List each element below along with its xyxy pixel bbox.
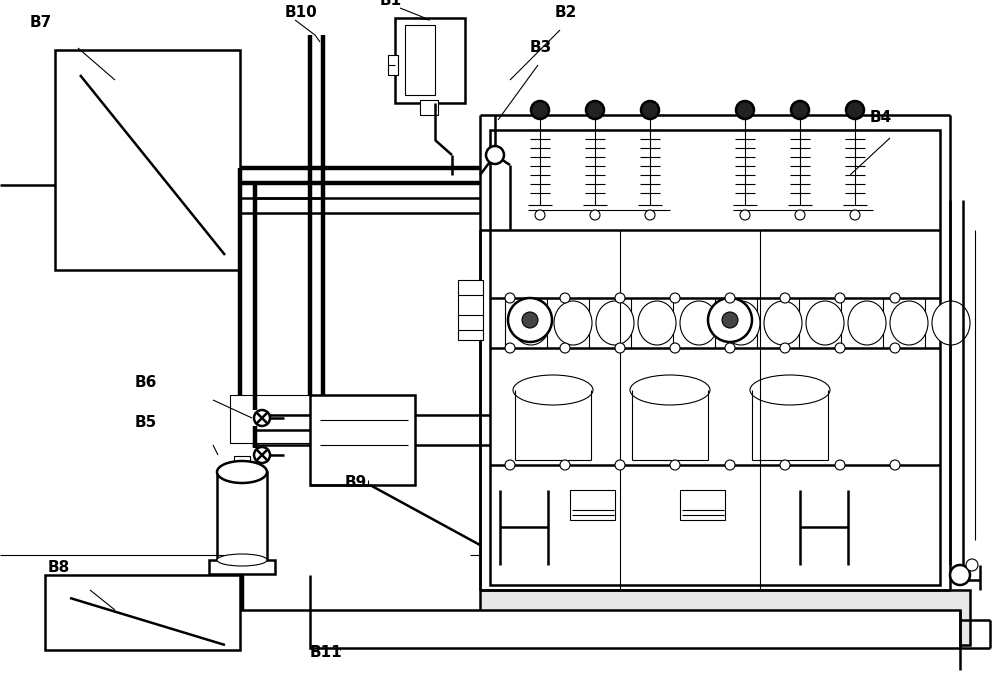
Ellipse shape (932, 301, 970, 345)
Ellipse shape (848, 301, 886, 345)
Circle shape (670, 293, 680, 303)
Bar (458, 280, 483, 340)
Bar (217, 472, 267, 560)
Circle shape (505, 343, 515, 353)
Ellipse shape (806, 301, 844, 345)
Circle shape (615, 460, 625, 470)
Circle shape (835, 460, 845, 470)
Bar (55, 50, 240, 270)
Circle shape (966, 559, 978, 571)
Circle shape (725, 293, 735, 303)
Circle shape (522, 312, 538, 328)
Circle shape (795, 210, 805, 220)
Text: B4: B4 (870, 110, 892, 125)
Bar (405, 25, 435, 95)
Circle shape (791, 101, 809, 119)
Circle shape (505, 460, 515, 470)
Circle shape (560, 343, 570, 353)
Circle shape (531, 101, 549, 119)
Bar (680, 490, 725, 520)
Circle shape (736, 101, 754, 119)
Ellipse shape (217, 461, 267, 483)
Text: B3: B3 (530, 40, 552, 55)
Circle shape (508, 298, 552, 342)
Ellipse shape (680, 301, 718, 345)
Circle shape (615, 293, 625, 303)
Circle shape (890, 460, 900, 470)
Text: B5: B5 (135, 415, 157, 430)
Circle shape (780, 293, 790, 303)
Circle shape (615, 343, 625, 353)
Circle shape (586, 101, 604, 119)
Circle shape (725, 460, 735, 470)
Bar (45, 575, 240, 650)
Bar (209, 560, 275, 574)
Bar (570, 490, 615, 520)
Bar (395, 18, 465, 103)
Circle shape (780, 460, 790, 470)
Circle shape (560, 460, 570, 470)
Circle shape (835, 293, 845, 303)
Text: B1: B1 (380, 0, 402, 8)
Bar (420, 100, 438, 115)
Ellipse shape (486, 146, 504, 164)
Circle shape (670, 460, 680, 470)
Text: B2: B2 (555, 5, 577, 20)
Ellipse shape (596, 301, 634, 345)
Ellipse shape (512, 301, 550, 345)
Text: B11: B11 (310, 645, 343, 660)
Text: B10: B10 (285, 5, 318, 20)
Circle shape (645, 210, 655, 220)
Circle shape (535, 210, 545, 220)
Ellipse shape (890, 301, 928, 345)
Circle shape (254, 410, 270, 426)
Circle shape (725, 343, 735, 353)
Circle shape (641, 101, 659, 119)
Ellipse shape (630, 375, 710, 405)
Circle shape (850, 210, 860, 220)
Circle shape (890, 343, 900, 353)
Circle shape (560, 293, 570, 303)
Ellipse shape (764, 301, 802, 345)
Circle shape (950, 565, 970, 585)
Circle shape (670, 343, 680, 353)
Bar (234, 456, 250, 465)
Bar (480, 590, 970, 645)
Circle shape (590, 210, 600, 220)
Bar (310, 610, 960, 648)
Ellipse shape (750, 375, 830, 405)
Circle shape (846, 101, 864, 119)
Circle shape (835, 343, 845, 353)
Circle shape (254, 447, 270, 463)
Circle shape (740, 210, 750, 220)
Bar (388, 55, 398, 75)
Circle shape (890, 293, 900, 303)
Ellipse shape (217, 554, 267, 566)
Circle shape (722, 312, 738, 328)
Text: B6: B6 (135, 375, 157, 390)
Text: B9: B9 (345, 475, 367, 490)
Ellipse shape (554, 301, 592, 345)
Circle shape (505, 293, 515, 303)
Bar (310, 395, 415, 485)
Text: B8: B8 (48, 560, 70, 575)
Ellipse shape (513, 375, 593, 405)
Ellipse shape (638, 301, 676, 345)
Circle shape (708, 298, 752, 342)
Bar (490, 130, 940, 585)
Text: B7: B7 (30, 15, 52, 30)
Circle shape (780, 343, 790, 353)
Bar (230, 395, 312, 443)
Ellipse shape (722, 301, 760, 345)
